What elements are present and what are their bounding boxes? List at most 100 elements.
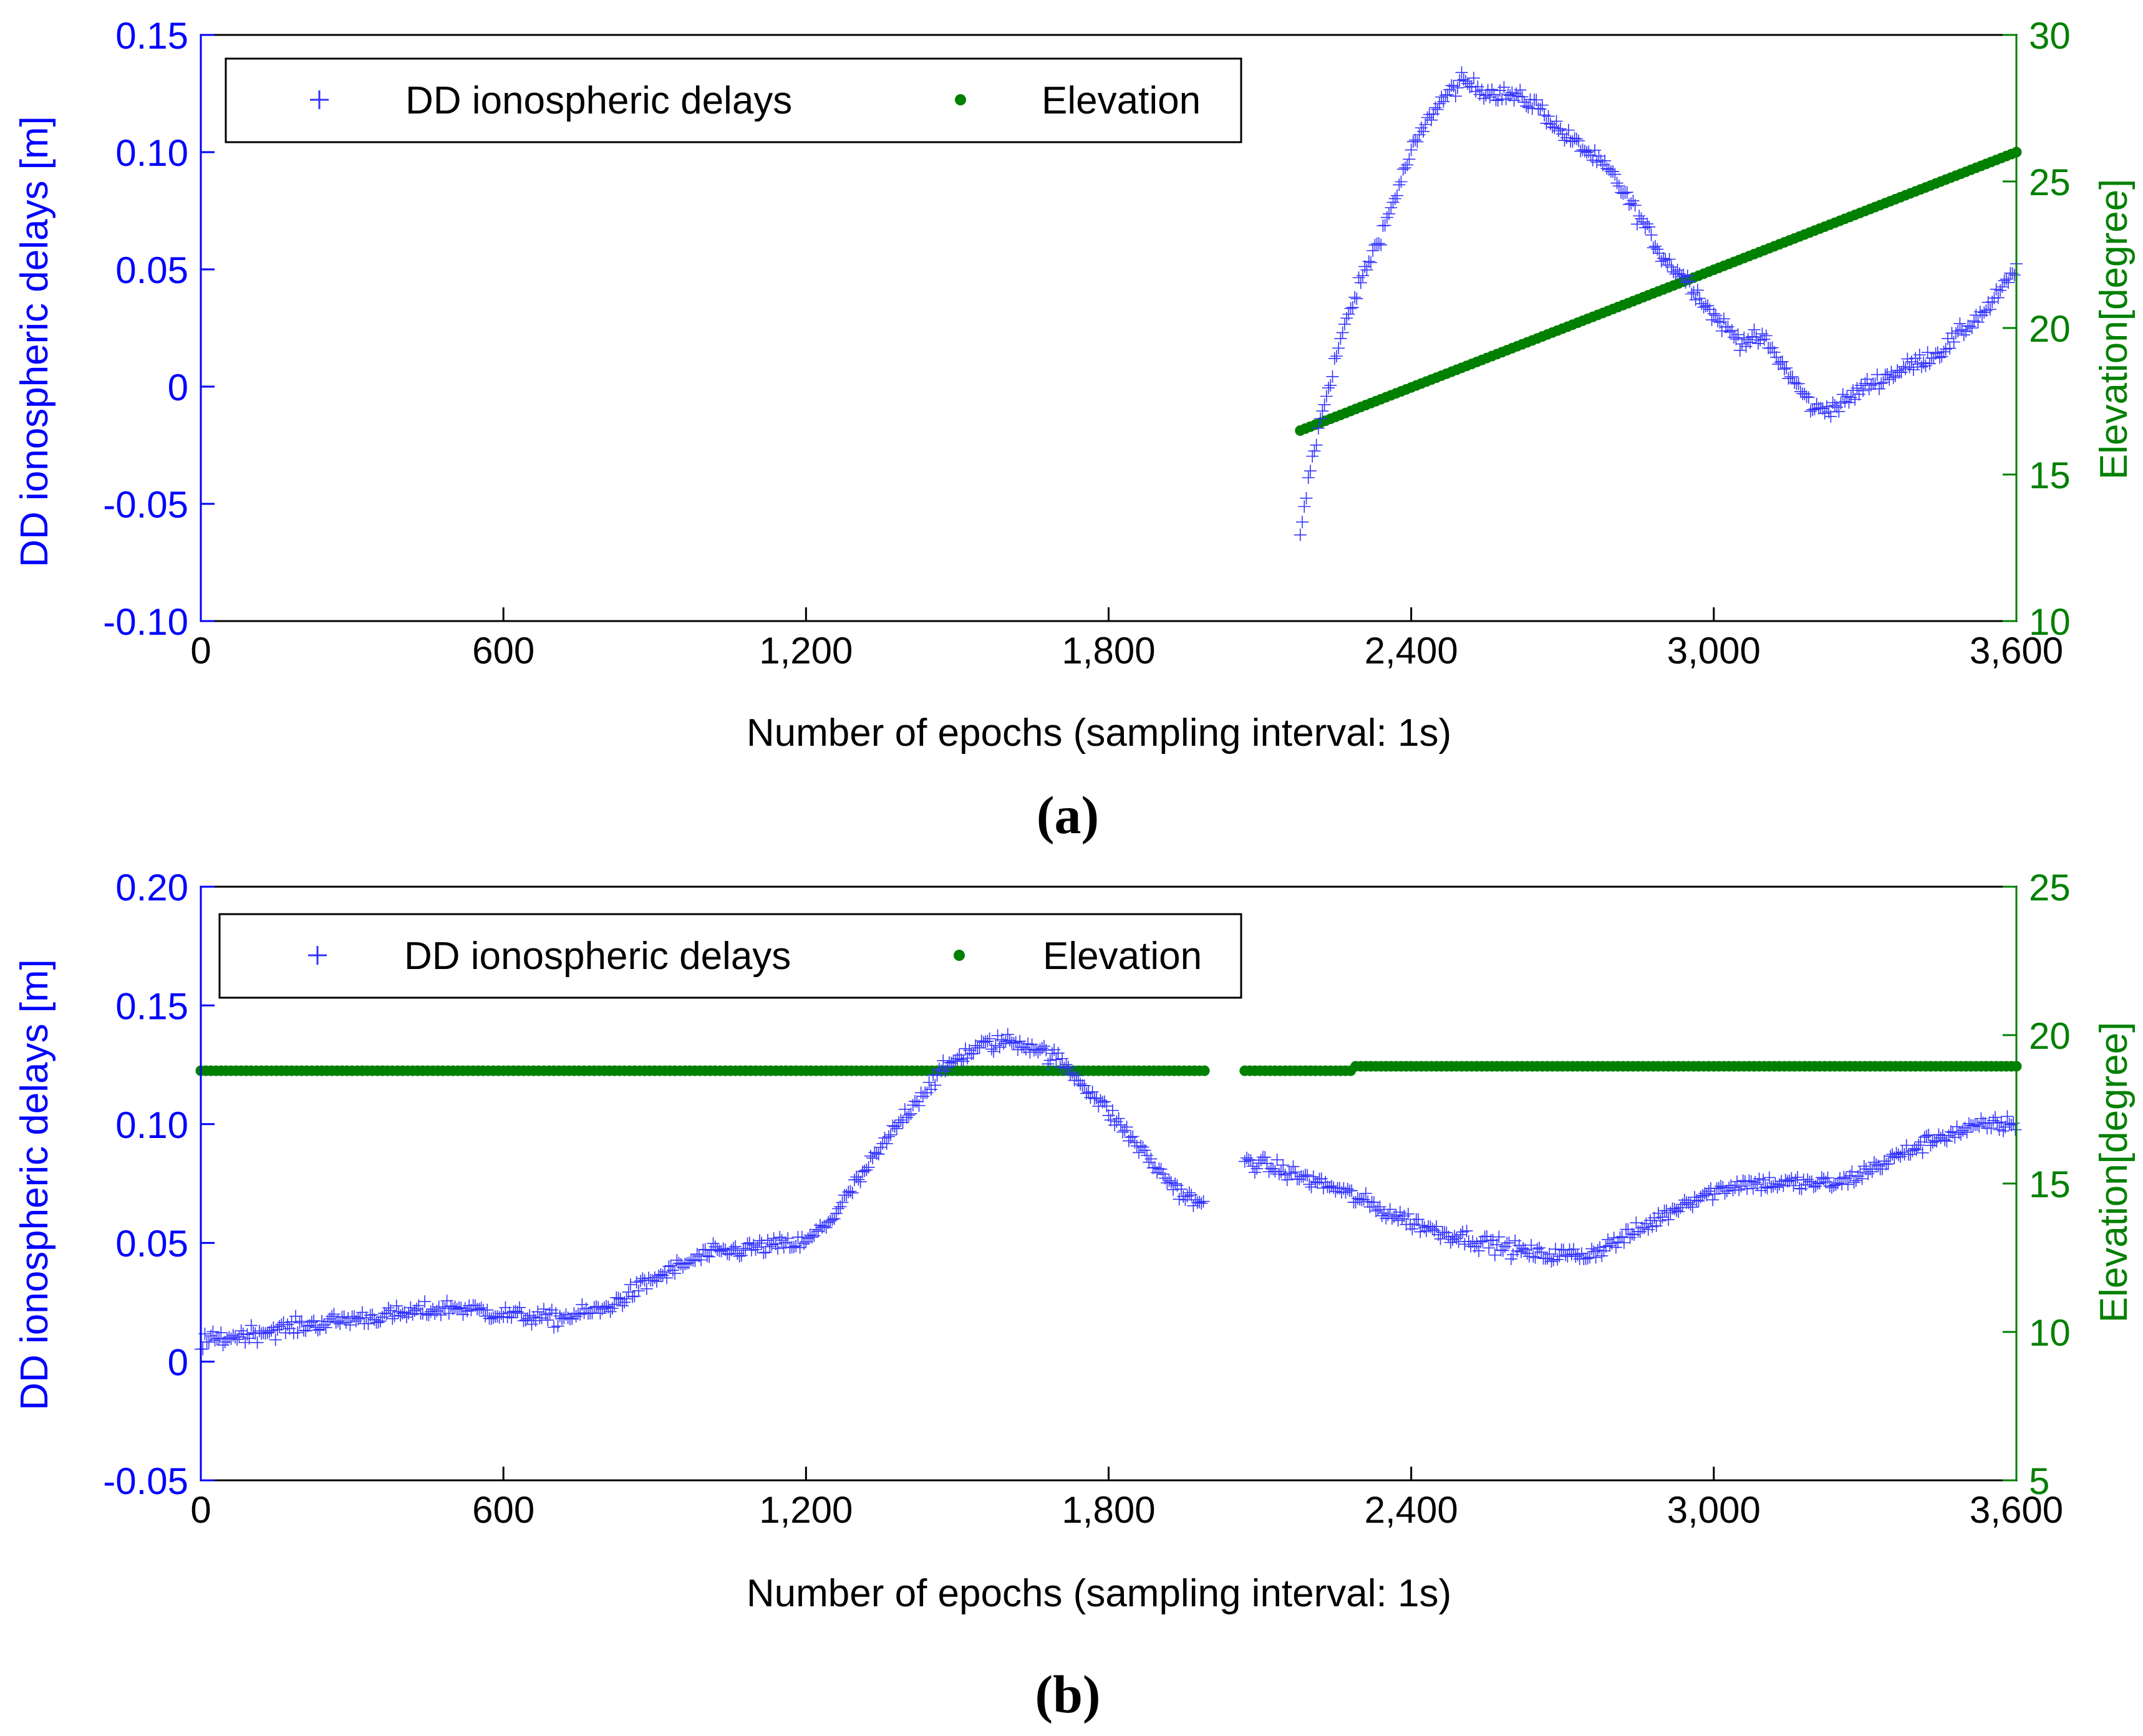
dd-delay-point: [1375, 238, 1388, 251]
dd-delay-point: [894, 1114, 907, 1127]
dd-delay-point: [1665, 261, 1678, 274]
dd-delay-point: [1502, 1237, 1516, 1249]
right-y-tick-label: 15: [2029, 1164, 2071, 1205]
dd-delay-point: [1128, 1136, 1141, 1149]
dd-delay-point: [1554, 122, 1567, 135]
dd-delay-point: [846, 1187, 859, 1200]
dd-delay-point: [1857, 384, 1870, 397]
dd-delay-point: [1604, 1239, 1617, 1252]
dd-delay-point: [1367, 244, 1380, 257]
dd-delay-point: [1707, 307, 1720, 320]
dd-delay-point: [1364, 256, 1377, 269]
dd-delay-point: [390, 1300, 403, 1313]
dd-delay-point: [1994, 284, 2007, 297]
dd-delay-point: [293, 1316, 306, 1329]
dd-delay-point: [1671, 264, 1684, 277]
dd-delay-point: [1380, 211, 1393, 224]
dd-delay-point: [386, 1312, 399, 1325]
dd-delay-point: [1558, 134, 1571, 147]
dd-delay-point: [1841, 1178, 1854, 1191]
dd-delay-point: [1354, 276, 1367, 289]
dd-delay-point: [1398, 162, 1411, 175]
dd-delay-point: [1572, 134, 1585, 147]
dd-delay-point: [781, 1232, 795, 1245]
dd-delay-point: [608, 1298, 621, 1311]
dd-delay-point: [1800, 390, 1813, 403]
panel-a-legend-marker-elevation: [955, 94, 966, 105]
dd-delay-point: [2001, 1110, 2014, 1123]
dd-delay-point: [749, 1243, 762, 1256]
dd-delay-point: [1710, 309, 1723, 322]
dd-delay-point: [1792, 377, 1805, 390]
dd-delay-point: [1060, 1058, 1073, 1071]
dd-delay-point: [1530, 94, 1543, 107]
dd-delay-point: [703, 1250, 716, 1263]
panel-b-left-y-axis-title: DD ionospheric delays [m]: [13, 959, 56, 1410]
dd-delay-point: [1070, 1069, 1083, 1082]
dd-delay-point: [1320, 390, 1333, 403]
dd-delay-point: [206, 1325, 220, 1338]
dd-delay-point: [650, 1275, 663, 1288]
dd-delay-point: [1832, 405, 1845, 418]
dd-delay-point: [1359, 1187, 1372, 1200]
dd-delay-point: [1326, 370, 1339, 383]
dd-delay-point: [1483, 1242, 1496, 1255]
dd-delay-point: [1287, 1160, 1300, 1173]
dd-delay-point: [1702, 1185, 1715, 1198]
dd-delay-point: [1088, 1092, 1101, 1105]
dd-delay-point: [832, 1202, 845, 1215]
dd-delay-point: [1917, 356, 1930, 369]
left-y-tick-label: -0.05: [103, 1460, 188, 1502]
dd-delay-point: [1855, 1172, 1869, 1185]
dd-delay-point: [295, 1314, 308, 1328]
x-tick-label: 1,800: [1062, 1489, 1155, 1531]
dd-delay-point: [1267, 1162, 1280, 1175]
dd-delay-point: [1395, 175, 1408, 188]
dd-delay-point: [1330, 350, 1343, 363]
dd-delay-point: [1417, 125, 1430, 138]
dd-delay-point: [604, 1305, 617, 1318]
dd-delay-point: [787, 1240, 800, 1253]
dd-delay-point: [2008, 269, 2021, 282]
dd-delay-point: [1120, 1121, 1133, 1134]
dd-delay-point: [265, 1324, 278, 1337]
x-tick-label: 0: [190, 1489, 211, 1531]
x-tick-label: 1,200: [759, 630, 853, 672]
dd-delay-point: [1455, 66, 1468, 79]
dd-delay-point: [1545, 1255, 1558, 1268]
dd-delay-point: [626, 1290, 639, 1303]
dd-delay-point: [1378, 219, 1391, 232]
dd-delay-point: [1897, 360, 1910, 374]
x-tick-label: 2,400: [1365, 1489, 1458, 1531]
x-tick-label: 2,400: [1365, 630, 1458, 672]
panel-a-x-ticks: 0 600 1,200 1,800 2,400 3,000 3,600: [190, 607, 2063, 672]
dd-delay-point: [735, 1249, 748, 1262]
dd-delay-point: [1865, 1165, 1879, 1179]
dd-delay-point: [620, 1292, 633, 1305]
dd-delay-point: [1654, 1214, 1667, 1227]
dd-delay-point: [660, 1271, 674, 1285]
dd-delay-point: [741, 1237, 754, 1250]
dd-delay-point: [1430, 1220, 1443, 1233]
x-tick-label: 0: [190, 630, 211, 672]
dd-delay-point: [1344, 302, 1357, 315]
dd-delay-point: [1628, 199, 1642, 212]
dd-delay-point: [1957, 329, 1970, 342]
dd-delay-point: [1312, 422, 1325, 435]
dd-delay-point: [215, 1326, 228, 1339]
dd-delay-point: [319, 1321, 332, 1334]
dd-delay-point: [624, 1278, 637, 1291]
dd-delay-point: [1314, 412, 1327, 425]
dd-delay-point: [1362, 255, 1375, 268]
dd-delay-point: [767, 1232, 780, 1245]
dd-delay-point: [836, 1196, 849, 1209]
dd-delay-point: [1983, 303, 1996, 316]
dd-delay-point: [1641, 218, 1654, 231]
dd-delay-point: [244, 1319, 258, 1332]
dd-delay-point: [1635, 212, 1648, 225]
dd-delay-point: [1691, 284, 1704, 297]
dd-delay-point: [1649, 240, 1662, 253]
dd-delay-point: [884, 1128, 897, 1141]
dd-delay-point: [1916, 1146, 1929, 1159]
